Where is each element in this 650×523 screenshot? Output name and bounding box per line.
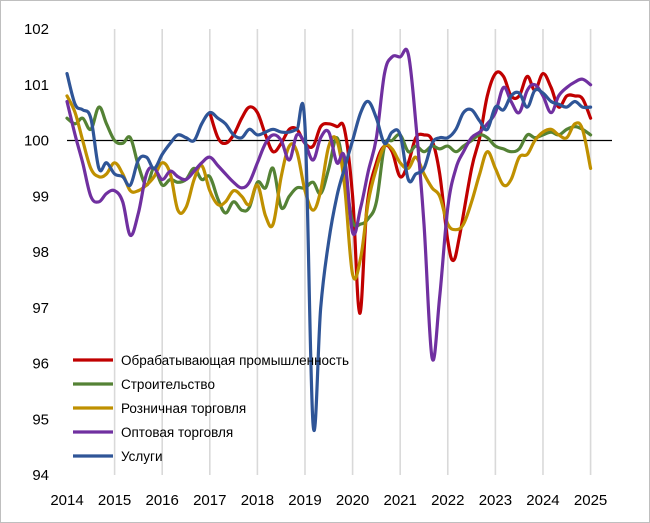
x-tick-label-2019: 2019 (288, 492, 321, 509)
x-tick-label-2014: 2014 (50, 492, 83, 509)
y-tick-label-102: 102 (24, 21, 49, 38)
x-tick-label-2020: 2020 (336, 492, 369, 509)
legend-label-4: Оптовая торговля (121, 425, 233, 440)
series-line-1 (208, 70, 593, 315)
vertical-gridlines (113, 29, 592, 475)
legend-label-5: Услуги (121, 449, 163, 464)
series-lines (65, 47, 593, 432)
x-tick-label-2017: 2017 (193, 492, 226, 509)
x-tick-label-2021: 2021 (384, 492, 417, 509)
y-axis-tick-labels: 94 95 96 97 98 99 100 101 102 (24, 21, 49, 484)
x-tick-label-2015: 2015 (98, 492, 131, 509)
y-tick-label-94: 94 (32, 467, 49, 484)
x-tick-label-2018: 2018 (241, 492, 274, 509)
y-tick-label-97: 97 (32, 300, 49, 317)
legend-label-2: Строительство (121, 377, 215, 392)
series-line-3 (65, 94, 593, 281)
x-tick-label-2023: 2023 (479, 492, 512, 509)
x-tick-label-2016: 2016 (146, 492, 179, 509)
legend: Обрабатывающая промышленность Строительст… (73, 353, 349, 464)
series-line-4 (65, 47, 593, 362)
y-tick-label-95: 95 (32, 411, 49, 428)
y-tick-label-100: 100 (24, 133, 49, 150)
y-tick-label-99: 99 (32, 188, 49, 205)
y-tick-label-96: 96 (32, 356, 49, 373)
x-tick-label-2022: 2022 (431, 492, 464, 509)
y-tick-label-98: 98 (32, 244, 49, 261)
legend-label-3: Розничная торговля (121, 401, 246, 416)
x-tick-label-2025: 2025 (574, 492, 607, 509)
y-tick-label-101: 101 (24, 77, 49, 94)
x-axis-tick-labels: 2014 2015 2016 2017 2018 2019 2020 2021 2022 2023… (50, 492, 607, 509)
legend-label-1: Обрабатывающая промышленность (121, 353, 349, 368)
x-tick-label-2024: 2024 (526, 492, 559, 509)
series-line-5 (65, 72, 593, 432)
